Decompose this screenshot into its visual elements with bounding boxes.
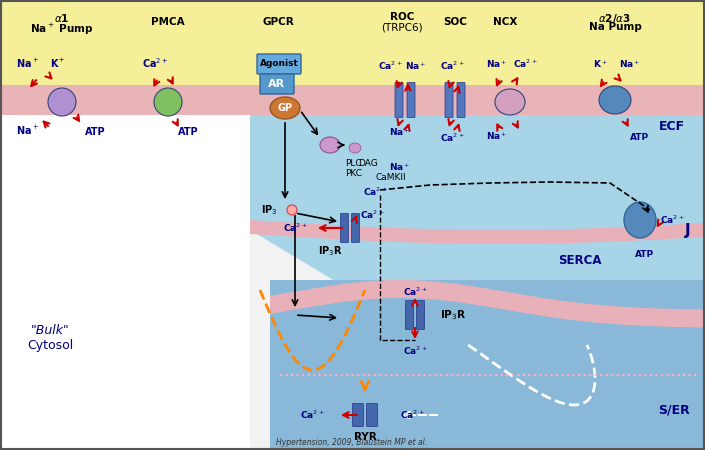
Text: Na$^+$: Na$^+$ [16,57,39,70]
Text: J: J [685,222,690,238]
Ellipse shape [270,97,300,119]
Text: S/ER: S/ER [658,404,690,417]
Text: Ca$^{2+}$: Ca$^{2+}$ [513,58,537,70]
Ellipse shape [624,202,656,238]
FancyBboxPatch shape [257,54,301,74]
Text: (TRPC6): (TRPC6) [381,22,423,32]
Text: Na$^+$: Na$^+$ [619,58,641,70]
Text: ATP: ATP [178,127,198,137]
Text: ATP: ATP [635,250,654,259]
Polygon shape [0,0,705,95]
Text: K$^+$: K$^+$ [50,57,66,70]
FancyBboxPatch shape [405,301,414,329]
Text: GP: GP [278,103,293,113]
FancyBboxPatch shape [395,82,403,117]
FancyBboxPatch shape [407,82,415,117]
Ellipse shape [48,88,76,116]
Polygon shape [250,220,705,244]
Text: Agonist: Agonist [259,59,298,68]
Text: IP$_3$: IP$_3$ [262,203,278,217]
FancyBboxPatch shape [260,74,294,94]
Text: ECF: ECF [659,120,685,133]
Text: AR: AR [269,79,286,89]
FancyBboxPatch shape [352,213,360,243]
Text: PMCA: PMCA [151,17,185,27]
Text: GPCR: GPCR [262,17,294,27]
FancyBboxPatch shape [417,301,424,329]
Text: "Bulk": "Bulk" [30,324,69,337]
Text: NCX: NCX [493,17,517,27]
Ellipse shape [495,89,525,115]
FancyBboxPatch shape [352,404,364,427]
FancyBboxPatch shape [457,82,465,117]
Text: Ca$^{2+}$: Ca$^{2+}$ [360,209,385,221]
Text: SOC: SOC [443,17,467,27]
Ellipse shape [320,137,340,153]
Text: $\alpha$1: $\alpha$1 [54,12,70,24]
Text: CaMKII: CaMKII [375,174,405,183]
Text: ROC: ROC [390,12,415,22]
FancyBboxPatch shape [445,82,453,117]
FancyBboxPatch shape [367,404,377,427]
Text: Ca$^{2+}$: Ca$^{2+}$ [362,186,387,198]
Ellipse shape [154,88,182,116]
Text: Na$^+$: Na$^+$ [389,161,411,173]
Text: Ca$^{2+}$: Ca$^{2+}$ [403,345,427,357]
Text: Ca$^{2+}$: Ca$^{2+}$ [660,214,685,226]
Text: Ca$^{2+}$: Ca$^{2+}$ [403,286,427,298]
Text: K$^+$: K$^+$ [592,58,608,70]
Ellipse shape [349,143,361,153]
Text: RYR: RYR [354,432,376,442]
Text: $\alpha$2/$\alpha$3: $\alpha$2/$\alpha$3 [599,12,632,25]
Text: DAG: DAG [358,158,378,167]
Text: SERCA: SERCA [558,253,602,266]
Text: Hypertension, 2009, Blaustein MP et al.: Hypertension, 2009, Blaustein MP et al. [276,438,427,447]
Polygon shape [270,280,705,328]
Polygon shape [0,115,250,450]
Text: Na Pump: Na Pump [589,22,642,32]
Text: PLC: PLC [345,158,362,167]
Ellipse shape [287,205,297,215]
Text: IP$_3$R: IP$_3$R [440,308,466,322]
Text: Ca$^{2+}$: Ca$^{2+}$ [378,59,403,72]
Text: IP$_3$R: IP$_3$R [317,244,343,258]
Text: Na$^+$: Na$^+$ [405,60,427,72]
Polygon shape [0,85,705,115]
Text: Ca$^{2+}$: Ca$^{2+}$ [142,56,168,70]
Text: Ca$^{2+}$: Ca$^{2+}$ [440,59,465,72]
Text: Na$^+$: Na$^+$ [389,126,411,138]
Text: ATP: ATP [85,127,105,137]
Polygon shape [250,100,705,310]
Text: Ca$^{2+}$: Ca$^{2+}$ [283,222,308,234]
Text: Ca$^{2+}$: Ca$^{2+}$ [400,409,424,421]
FancyBboxPatch shape [341,213,348,243]
Text: Ca$^{2+}$: Ca$^{2+}$ [300,409,325,421]
Text: PKC: PKC [345,168,362,177]
Text: Na$^+$: Na$^+$ [486,130,508,142]
Text: Na$^+$: Na$^+$ [486,58,508,70]
Text: Na$^+$ Pump: Na$^+$ Pump [30,22,94,37]
Text: Na$^+$: Na$^+$ [16,124,39,137]
Text: ATP: ATP [630,133,649,142]
Text: Cytosol: Cytosol [27,338,73,351]
Polygon shape [270,280,705,450]
Text: Ca$^{2+}$: Ca$^{2+}$ [440,131,465,144]
Ellipse shape [599,86,631,114]
